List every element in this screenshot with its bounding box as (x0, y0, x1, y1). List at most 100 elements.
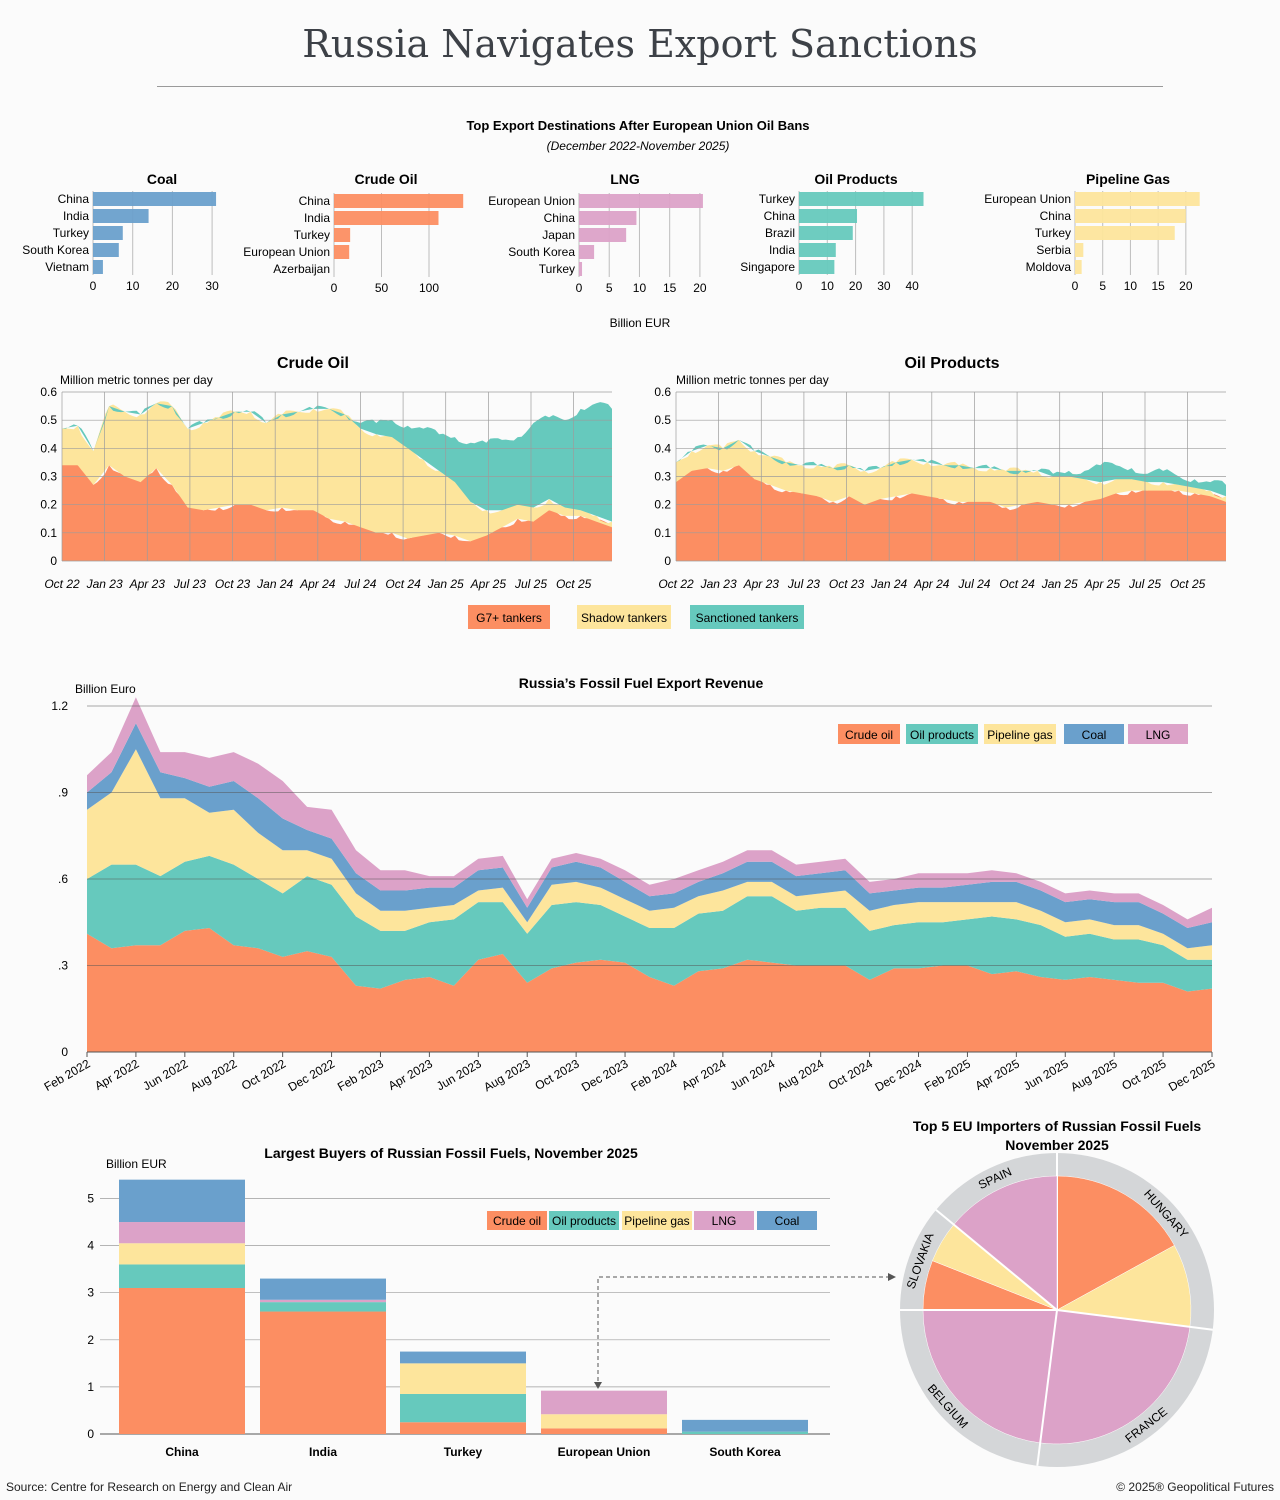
panel-tick-label: 0 (90, 279, 97, 293)
revenue-x-tick-label: Aug 2025 (1068, 1056, 1120, 1094)
tanker-x-tick-label: Oct 25 (1170, 577, 1206, 591)
eu-importers-section: Top 5 EU Importers of Russian Fossil Fue… (900, 1118, 1214, 1467)
panel-category-label: China (544, 211, 576, 225)
panel-category-label: Japan (542, 228, 575, 242)
tanker-area-g7 (676, 465, 1226, 561)
tanker-y-tick-label: 0.5 (654, 413, 671, 427)
tanker-y-tick-label: 0.3 (654, 470, 671, 484)
buyers-category-label: Turkey (444, 1445, 483, 1459)
legend-swatch-gas (622, 1211, 692, 1230)
destinations-subtitle: (December 2022-November 2025) (547, 139, 730, 153)
destination-panel: Coal 0 10 20 30 China India Turkey South Korea Vi… (22, 171, 219, 293)
tanker-x-tick-label: Jul 25 (1128, 577, 1161, 591)
buyer-bar-coal (682, 1419, 808, 1432)
buyer-bar-products (119, 1264, 245, 1288)
panel-category-label: European Union (488, 194, 575, 208)
buyers-category-label: South Korea (709, 1445, 781, 1459)
legend-swatch-coal (757, 1211, 817, 1230)
panel-bar (93, 192, 217, 206)
tanker-x-tick-label: Oct 22 (658, 577, 694, 591)
panel-tick-label: 20 (1179, 279, 1193, 293)
panel-bar (334, 194, 464, 208)
legend-swatch-g7 (468, 605, 550, 629)
panel-tick-label: 10 (821, 279, 835, 293)
panel-tick-label: 5 (1099, 279, 1106, 293)
revenue-x-tick-label: Aug 2023 (481, 1056, 533, 1094)
panel-bar (93, 243, 119, 257)
pie-separator (1036, 1309, 1058, 1466)
tanker-x-tick-label: Jan 23 (86, 577, 123, 591)
tanker-y-tick-label: 0.6 (40, 385, 57, 399)
panel-tick-label: 10 (633, 281, 647, 295)
tanker-x-tick-label: Jan 24 (256, 577, 293, 591)
panel-bar (1075, 226, 1175, 240)
panel-category-label: South Korea (508, 245, 575, 259)
panel-title: Oil Products (814, 171, 897, 187)
legend-label-shadow: Shadow tankers (581, 611, 667, 625)
panel-category-label: China (299, 194, 331, 208)
tanker-x-tick-label: Jan 25 (427, 577, 464, 591)
panel-category-label: Serbia (1036, 243, 1071, 257)
legend-label-coal: Coal (1082, 728, 1107, 742)
revenue-y-tick-label: .9 (58, 786, 68, 800)
panel-bar (334, 228, 351, 242)
panel-bar (799, 192, 924, 206)
tanker-y-tick-label: 0.2 (40, 498, 57, 512)
revenue-x-tick-label: Feb 2024 (629, 1056, 680, 1094)
panel-tick-label: 0 (796, 279, 803, 293)
panel-category-label: India (63, 209, 89, 223)
legend-label-sanctioned: Sanctioned tankers (696, 611, 799, 625)
panel-bar (799, 226, 853, 240)
buyers-section: Largest Buyers of Russian Fossil Fuels, … (87, 1145, 896, 1459)
buyers-y-tick-label: 3 (87, 1286, 94, 1300)
legend-swatch-sanctioned (690, 605, 804, 629)
destination-panels: Coal 0 10 20 30 China India Turkey South Korea Vi… (22, 171, 1200, 295)
pie-slice (1039, 1309, 1191, 1445)
panel-category-label: China (764, 209, 796, 223)
revenue-x-tick-label: Oct 2023 (532, 1056, 581, 1093)
destinations-axis-label: Billion EUR (610, 316, 671, 330)
tanker-x-tick-label: Jan 25 (1041, 577, 1078, 591)
revenue-x-tick-label: Dec 2022 (286, 1056, 338, 1094)
tanker-y-tick-label: 0 (664, 554, 671, 568)
destination-panel: LNG 0 5 10 15 20 European Union China Japan South… (488, 171, 707, 295)
buyers-y-tick-label: 0 (87, 1427, 94, 1441)
pie-slice (953, 1175, 1058, 1311)
tanker-y-tick-label: 0.5 (40, 413, 57, 427)
tanker-x-tick-label: Jul 23 (173, 577, 206, 591)
legend-label-crude: Crude oil (845, 728, 893, 742)
revenue-x-tick-label: Feb 2023 (335, 1056, 386, 1094)
revenue-area-coal (87, 723, 1212, 949)
panel-bar (93, 209, 149, 223)
pie-slice (1056, 1245, 1192, 1328)
revenue-title: Russia’s Fossil Fuel Export Revenue (519, 675, 764, 691)
source-note: Source: Centre for Research on Energy an… (6, 1480, 293, 1494)
revenue-x-tick-label: Aug 2022 (188, 1056, 240, 1094)
tanker-x-tick-label: Jul 23 (787, 577, 820, 591)
tanker-x-tick-label: Apr 23 (743, 577, 780, 591)
panel-tick-label: 0 (576, 281, 583, 295)
panel-bar (799, 209, 858, 223)
revenue-area-crude (87, 928, 1212, 1052)
title-divider (157, 86, 1163, 87)
panel-bar (579, 228, 627, 242)
panel-category-label: China (1040, 209, 1072, 223)
legend-swatch-lng (694, 1211, 754, 1230)
buyer-bar-lng (260, 1299, 386, 1303)
panel-category-label: Azerbaijan (273, 262, 330, 276)
panel-bar (799, 243, 836, 257)
panel-category-label: India (304, 211, 330, 225)
tanker-area-sanctioned (676, 439, 1226, 497)
destination-panel: Oil Products 0 10 20 30 40 Turkey China Brazil In… (740, 171, 924, 293)
tanker-x-tick-label: Oct 23 (829, 577, 865, 591)
panel-tick-label: 40 (906, 279, 920, 293)
destination-panel: Pipeline Gas 0 5 10 15 20 European Union China T… (984, 171, 1200, 293)
tanker-area-shadow (676, 439, 1226, 508)
panel-category-label: Turkey (759, 192, 795, 206)
buyer-bar-crude (119, 1287, 245, 1434)
tanker-y-tick-label: 0.1 (40, 526, 57, 540)
buyer-bar-products (682, 1431, 808, 1434)
tanker-x-tick-label: Apr 23 (129, 577, 166, 591)
tanker-x-tick-label: Jul 24 (343, 577, 376, 591)
panel-category-label: China (58, 192, 90, 206)
